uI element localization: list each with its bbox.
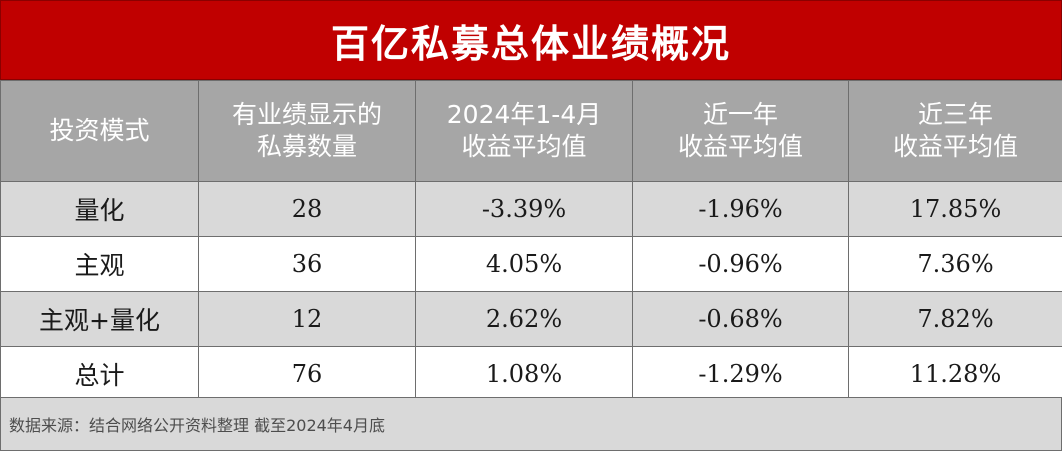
page-title: 百亿私募总体业绩概况: [330, 21, 731, 66]
ytd-return-cell: 1.08%: [415, 346, 633, 402]
header-label: 收益平均值: [892, 132, 1018, 161]
1y-return-cell: -1.29%: [632, 346, 849, 402]
mode-cell: 总计: [0, 346, 199, 402]
header-fund-count: 有业绩显示的 私募数量: [198, 80, 416, 182]
table-row: 主观 36 4.05% -0.96% 7.36%: [0, 236, 1062, 292]
mode-cell: 量化: [0, 181, 199, 237]
header-label: 2024年1-4月: [446, 100, 602, 129]
table-row: 量化 28 -3.39% -1.96% 17.85%: [0, 181, 1062, 237]
3y-return-cell: 7.36%: [848, 236, 1062, 292]
count-cell: 36: [198, 236, 416, 292]
ytd-return-cell: -3.39%: [415, 181, 633, 237]
table-row: 主观+量化 12 2.62% -0.68% 7.82%: [0, 291, 1062, 347]
header-label: 有业绩显示的: [231, 100, 382, 129]
header-label: 私募数量: [256, 132, 357, 161]
header-label: 收益平均值: [677, 132, 803, 161]
1y-return-cell: -0.68%: [632, 291, 849, 347]
header-label: 收益平均值: [461, 132, 587, 161]
3y-return-cell: 17.85%: [848, 181, 1062, 237]
ytd-return-cell: 2.62%: [415, 291, 633, 347]
header-3y-return: 近三年 收益平均值: [848, 80, 1062, 182]
header-ytd-return: 2024年1-4月 收益平均值: [415, 80, 633, 182]
header-label: 近三年: [917, 100, 993, 129]
header-label: 近一年: [702, 100, 778, 129]
source-note: 数据来源：结合网络公开资料整理 截至2024年4月底: [0, 397, 1062, 451]
title-banner: 百亿私募总体业绩概况: [0, 0, 1062, 80]
count-cell: 28: [198, 181, 416, 237]
table-header-row: 投资模式 有业绩显示的 私募数量 2024年1-4月 收益平均值 近一年 收益平…: [0, 80, 1062, 182]
performance-table: 投资模式 有业绩显示的 私募数量 2024年1-4月 收益平均值 近一年 收益平…: [0, 80, 1062, 402]
source-text: 数据来源：结合网络公开资料整理 截至2024年4月底: [9, 416, 385, 435]
header-label: 投资模式: [49, 116, 150, 145]
1y-return-cell: -0.96%: [632, 236, 849, 292]
header-1y-return: 近一年 收益平均值: [632, 80, 849, 182]
count-cell: 12: [198, 291, 416, 347]
3y-return-cell: 11.28%: [848, 346, 1062, 402]
count-cell: 76: [198, 346, 416, 402]
mode-cell: 主观+量化: [0, 291, 199, 347]
table-row: 总计 76 1.08% -1.29% 11.28%: [0, 346, 1062, 402]
header-investment-mode: 投资模式: [0, 80, 199, 182]
3y-return-cell: 7.82%: [848, 291, 1062, 347]
ytd-return-cell: 4.05%: [415, 236, 633, 292]
mode-cell: 主观: [0, 236, 199, 292]
1y-return-cell: -1.96%: [632, 181, 849, 237]
